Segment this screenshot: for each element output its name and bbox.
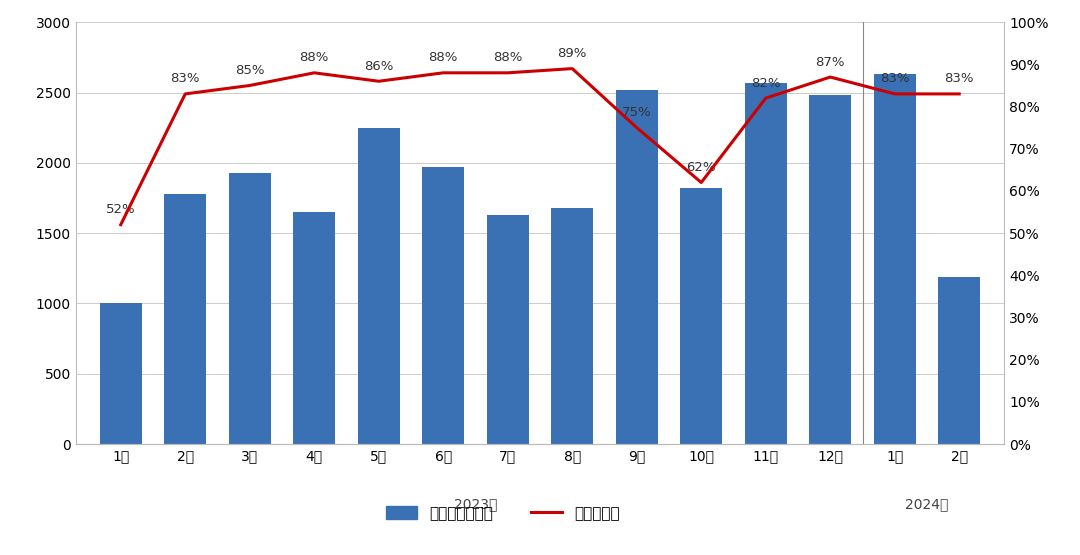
Text: 83%: 83% bbox=[880, 73, 909, 85]
Text: 52%: 52% bbox=[106, 203, 136, 216]
Bar bbox=[680, 188, 723, 444]
Bar bbox=[229, 173, 271, 444]
Text: 2024年: 2024年 bbox=[905, 497, 948, 511]
Bar bbox=[809, 95, 851, 444]
Bar bbox=[616, 90, 658, 444]
Text: 75%: 75% bbox=[622, 106, 651, 119]
Text: 85%: 85% bbox=[235, 64, 265, 77]
Text: 87%: 87% bbox=[815, 56, 845, 69]
Bar bbox=[422, 167, 464, 444]
Text: 83%: 83% bbox=[945, 73, 974, 85]
Bar bbox=[939, 277, 981, 444]
Text: 88%: 88% bbox=[299, 52, 329, 64]
Text: 83%: 83% bbox=[171, 73, 200, 85]
Text: 89%: 89% bbox=[557, 47, 586, 60]
Legend: 出货量（万部）, 出货量占比: 出货量（万部）, 出货量占比 bbox=[387, 506, 620, 521]
Text: 88%: 88% bbox=[494, 52, 523, 64]
Bar bbox=[357, 128, 400, 444]
Bar bbox=[487, 215, 529, 444]
Bar bbox=[99, 304, 141, 444]
Text: 88%: 88% bbox=[429, 52, 458, 64]
Bar bbox=[164, 194, 206, 444]
Bar bbox=[294, 212, 335, 444]
Text: 62%: 62% bbox=[687, 161, 716, 174]
Text: 82%: 82% bbox=[751, 77, 781, 90]
Bar bbox=[874, 74, 916, 444]
Text: 2023年: 2023年 bbox=[454, 497, 497, 511]
Text: 86%: 86% bbox=[364, 60, 393, 73]
Bar bbox=[551, 208, 593, 444]
Bar bbox=[745, 83, 786, 444]
